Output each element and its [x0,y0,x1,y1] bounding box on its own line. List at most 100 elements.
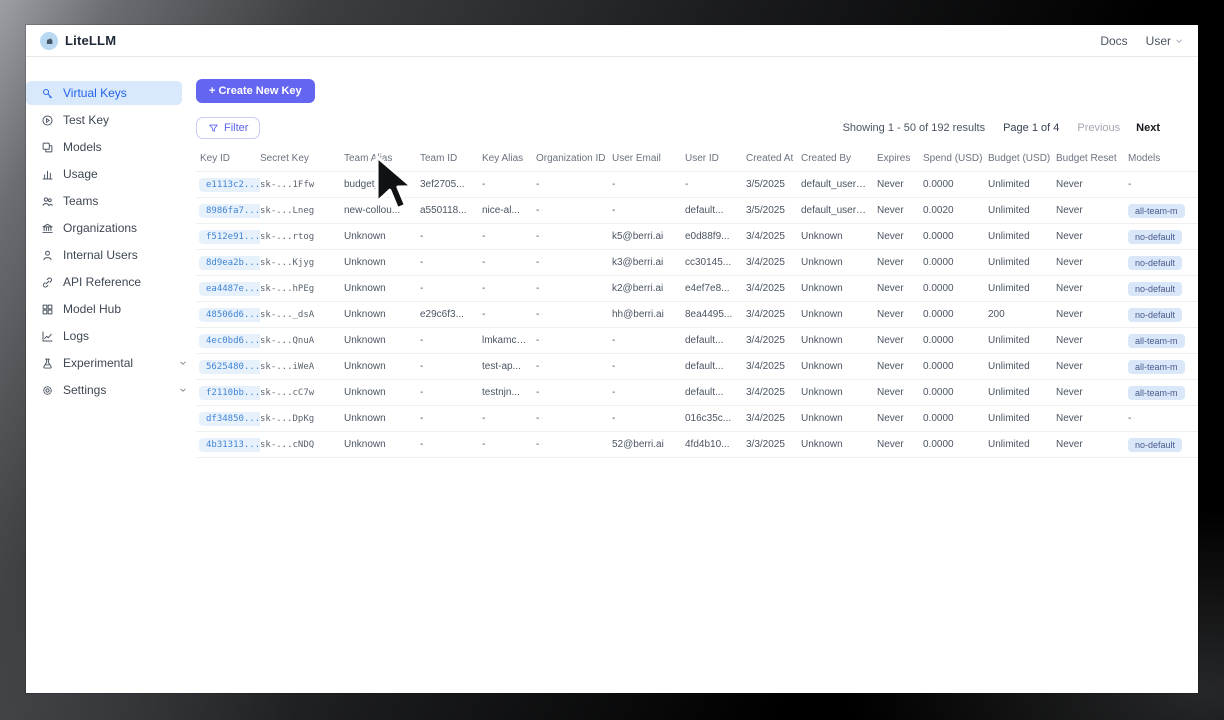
user-menu-label: User [1145,33,1171,48]
cell-budget_reset: Never [1056,379,1128,406]
sidebar-item-experimental[interactable]: Experimental [26,351,196,375]
filter-button[interactable]: Filter [196,117,261,139]
cell-team_alias: Unknown [344,275,420,302]
sidebar-item-virtual-keys[interactable]: Virtual Keys [26,81,182,105]
cell-team_alias: Unknown [344,327,420,354]
sidebar-item-label: Experimental [63,356,134,370]
cell-user_id: 016c35c... [685,405,746,432]
keys-table-container[interactable]: Key ID Secret Key Team Alias Team ID Key Ali… [196,150,1198,460]
user-menu[interactable]: User [1146,34,1184,48]
sidebar-item-test-key[interactable]: Test Key [26,108,196,132]
cell-user_email: - [612,405,685,432]
keys-table: Key ID Secret Key Team Alias Team ID Key Ali… [196,150,1198,460]
secret-key-value: sk-...QnuA [260,336,315,346]
pagination: Showing 1 - 50 of 192 results Page 1 of … [843,122,1160,134]
table-row: 4ec0bd6... sk-...QnuA Unknown - lmkamck... - -… [196,327,1198,354]
cell-key_id: ea4487e... [196,275,260,302]
cell-models: no-default [1128,457,1198,460]
key-id-badge[interactable]: df34850... [199,411,260,426]
cell-models: no-default [1128,301,1198,328]
cell-budget_reset: Never [1056,431,1128,458]
key-id-badge[interactable]: 8986fa7... [199,203,260,218]
cell-key_alias: - [482,405,536,432]
models-badge: no-default [1128,307,1183,322]
cell-user_email: - [612,171,685,198]
cell-expires: Never [877,327,923,354]
sidebar-item-internal-users[interactable]: Internal Users [26,243,196,267]
key-id-badge[interactable]: 8d9ea2b... [199,255,260,270]
models-badge: all-team-m [1128,203,1185,218]
cell-created_at: 3/4/2025 [746,353,801,380]
play-circle-icon [41,114,54,127]
litellm-logo-icon [40,31,58,50]
sidebar-item-settings[interactable]: Settings [26,378,196,402]
cell-user_id: cc30145... [685,249,746,276]
cell-team_id: - [420,249,482,276]
sidebar-item-models[interactable]: Models [26,135,196,159]
cell-key_alias: nice-al... [482,197,536,224]
cell-created_by: Unknown [801,301,877,328]
cell-budget: Unlimited [988,327,1056,354]
key-id-badge[interactable]: 4ec0bd6... [199,333,260,348]
cell-spend: 0.0000 [923,223,988,250]
sidebar-item-usage[interactable]: Usage [26,162,196,186]
sidebar-item-teams[interactable]: Teams [26,189,196,213]
create-new-key-button[interactable]: + Create New Key [196,79,315,103]
cell-key_alias: - [482,301,536,328]
cell-org_id: - [536,327,612,354]
previous-page-button[interactable]: Previous [1077,122,1121,134]
key-id-badge[interactable]: e1113c2... [199,177,260,192]
cell-team_alias: Unknown [344,379,420,406]
chevron-down-icon [178,358,188,368]
cell-key_id: 48506d6... [196,301,260,328]
models-badge: all-team-m [1128,385,1185,400]
key-id-badge[interactable]: ea4487e... [199,281,260,296]
sidebar-item-label: Models [63,140,102,154]
sidebar-item-api-reference[interactable]: API Reference [26,270,196,294]
line-chart-icon [41,330,54,343]
next-page-button[interactable]: Next [1136,122,1160,134]
col-header-secret_key: Secret Key [260,153,309,164]
key-id-badge[interactable]: 5625480... [199,359,260,374]
cell-models: all-team-m [1128,197,1198,224]
cell-models: all-team-m [1128,353,1198,380]
sidebar-item-label: Model Hub [63,302,122,316]
cell-user_id: default... [685,353,746,380]
docs-link[interactable]: Docs [1100,33,1128,48]
cell-team_id: - [420,353,482,380]
sidebar-item-model-hub[interactable]: Model Hub [26,297,196,321]
cell-team_id: a550118... [420,197,482,224]
cell-spend: 0.0000 [923,327,988,354]
table-row: 4db0218...sk-...f3Q0Unknown---n8@berri.a… [196,457,1198,460]
key-id-badge[interactable]: 48506d6... [199,307,260,322]
key-id-badge[interactable]: 4b31313... [199,437,260,452]
cell-team_alias: Unknown [344,457,420,460]
cell-spend: 0.0000 [923,405,988,432]
main-content: + Create New Key Filter Showing 1 - 50 o… [196,57,1198,693]
table-row: df34850... sk-...DpKg Unknown - - - -016c35c..… [196,405,1198,432]
cell-user_id: e4ef7e8... [685,275,746,302]
cell-created_by: Unknown [801,431,877,458]
secret-key-value: sk-...cC7w [260,388,315,398]
key-id-badge[interactable]: f512e91... [199,229,260,244]
cell-created_by: Unknown [801,275,877,302]
cell-team_id: e29c6f3... [420,301,482,328]
sidebar-item-organizations[interactable]: Organizations [26,216,196,240]
cell-created_at: 3/5/2025 [746,197,801,224]
cell-budget: Unlimited [988,171,1056,198]
cell-expires: Never [877,457,923,460]
cell-team_id: - [420,405,482,432]
cell-key_id: f2110bb... [196,379,260,406]
cell-key_id: 4db0218... [196,457,260,460]
cell-team_alias: Unknown [344,249,420,276]
cell-key_alias: - [482,457,536,460]
cell-created_at: 3/4/2025 [746,301,801,328]
cell-key_id: df34850... [196,405,260,432]
key-id-badge[interactable]: f2110bb... [199,385,260,400]
experiment-icon [41,357,54,370]
sidebar-item-logs[interactable]: Logs [26,324,196,348]
cell-budget: Unlimited [988,405,1056,432]
table-row: f2110bb... sk-...cC7w Unknown - testnjn... - -… [196,379,1198,406]
results-count: Showing 1 - 50 of 192 results [842,122,986,134]
table-row: 8d9ea2b... sk-...Kjyg Unknown - - - k3@berri.a… [196,249,1198,276]
